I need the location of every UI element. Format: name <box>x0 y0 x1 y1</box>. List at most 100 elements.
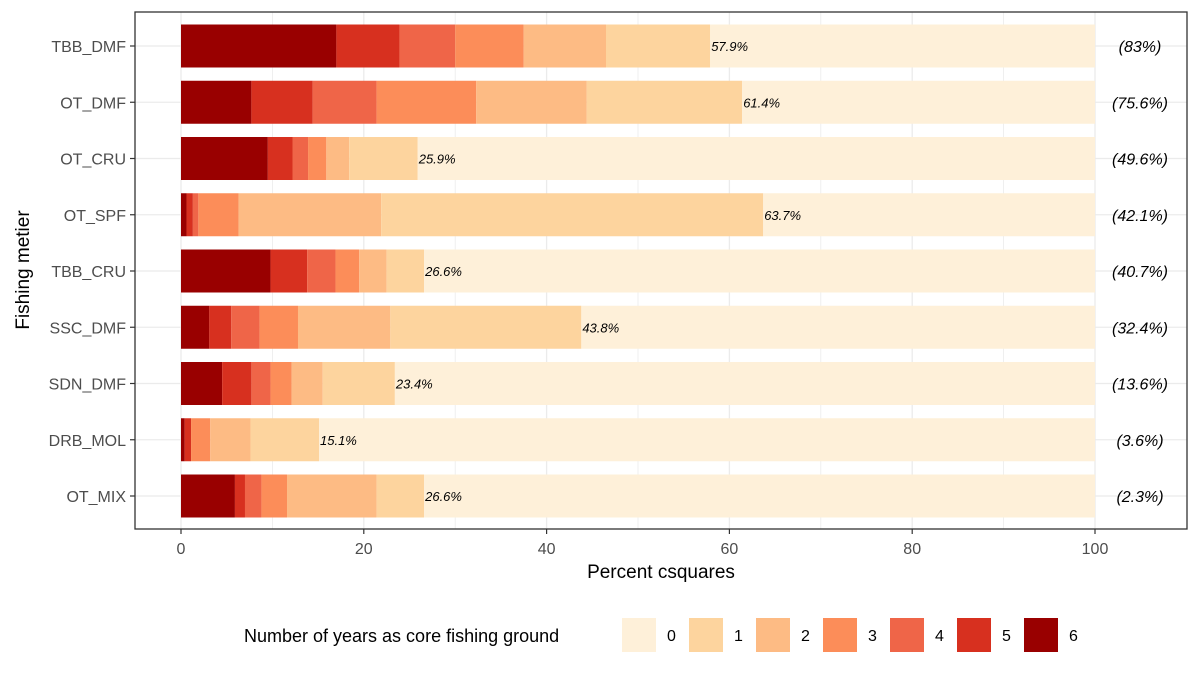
bar-segment-OT_CRU-4 <box>292 137 309 180</box>
bar-segment-OT_SPF-1 <box>381 193 764 237</box>
bar-segment-TBB_CRU-4 <box>307 249 336 293</box>
bar-segment-OT_SPF-4 <box>192 193 199 237</box>
y-tick-label-DRB_MOL: DRB_MOL <box>49 433 126 450</box>
legend-label-5: 5 <box>1002 628 1011 645</box>
right-percent-label-OT_MIX: (2.3%) <box>1116 489 1163 506</box>
bar-segment-OT_CRU-3 <box>308 137 327 180</box>
bar-total-label-OT_MIX: 26.6% <box>424 489 462 504</box>
bar-segment-OT_SPF-3 <box>198 193 239 237</box>
right-percent-label-OT_CRU: (49.6%) <box>1112 152 1168 169</box>
bar-segment-OT_CRU-6 <box>181 137 268 180</box>
x-tick-label-80: 80 <box>903 541 921 558</box>
legend-key-6 <box>1024 618 1058 652</box>
bar-total-label-TBB_CRU: 26.6% <box>424 264 462 279</box>
x-tick-label-0: 0 <box>177 541 186 558</box>
bar-segment-TBB_CRU-2 <box>359 249 387 293</box>
bar-segment-OT_DMF-2 <box>476 80 587 124</box>
bar-segment-OT_SPF-2 <box>238 193 382 237</box>
bar-segment-DRB_MOL-6 <box>181 418 185 462</box>
bar-total-labels: 57.9% 61.4% 25.9% 63.7% 26.6% 43.8% 23.4% 15.1%… <box>320 39 801 504</box>
bar-segment-OT_SPF-6 <box>181 193 187 237</box>
right-percent-label-TBB_DMF: (83%) <box>1119 39 1162 56</box>
bar-total-label-OT_SPF: 63.7% <box>764 208 801 223</box>
bar-segment-DRB_MOL-0 <box>319 418 1095 462</box>
y-axis-title: Fishing metier <box>13 210 34 330</box>
bar-segment-TBB_DMF-1 <box>606 24 711 68</box>
legend-key-4 <box>890 618 924 652</box>
bar-segment-SDN_DMF-3 <box>270 362 292 405</box>
bar-segment-OT_MIX-3 <box>261 474 288 518</box>
bar-segment-TBB_CRU-1 <box>386 249 425 293</box>
bar-segment-SDN_DMF-2 <box>291 362 323 405</box>
legend-key-0 <box>622 618 656 652</box>
bar-segment-OT_DMF-0 <box>742 80 1095 124</box>
legend-key-5 <box>957 618 991 652</box>
right-percent-label-OT_DMF: (75.6%) <box>1112 95 1168 112</box>
bar-segment-TBB_DMF-6 <box>181 24 337 68</box>
bar-segment-TBB_DMF-2 <box>523 24 607 68</box>
bar-segment-OT_MIX-4 <box>244 474 262 518</box>
bar-segment-OT_CRU-5 <box>267 137 293 180</box>
x-tick-label-100: 100 <box>1082 541 1109 558</box>
legend-label-3: 3 <box>868 628 877 645</box>
bar-segment-TBB_DMF-5 <box>336 24 400 68</box>
y-tick-label-TBB_CRU: TBB_CRU <box>51 264 126 281</box>
right-percent-label-TBB_CRU: (40.7%) <box>1112 264 1168 281</box>
bar-segment-OT_MIX-5 <box>234 474 245 518</box>
bar-segment-TBB_CRU-5 <box>270 249 308 293</box>
legend-title: Number of years as core fishing ground <box>244 626 559 646</box>
bar-segment-TBB_DMF-0 <box>710 24 1095 68</box>
bar-segment-OT_DMF-1 <box>586 80 743 124</box>
bar-segment-SDN_DMF-6 <box>181 362 223 405</box>
bar-segment-OT_SPF-5 <box>186 193 193 237</box>
bar-segment-SDN_DMF-5 <box>222 362 252 405</box>
bar-total-label-OT_CRU: 25.9% <box>418 152 456 167</box>
x-axis-title: Percent csquares <box>587 562 735 583</box>
bars <box>181 24 1096 518</box>
bar-total-label-SSC_DMF: 43.8% <box>582 320 619 335</box>
right-percent-labels: (83%) (75.6%) (49.6%) (42.1%) (40.7%) (32.4%)… <box>1112 39 1168 506</box>
bar-segment-TBB_CRU-3 <box>335 249 360 293</box>
y-tick-label-OT_MIX: OT_MIX <box>66 489 126 506</box>
y-tick-label-SDN_DMF: SDN_DMF <box>49 377 127 394</box>
y-tick-label-OT_DMF: OT_DMF <box>60 95 126 112</box>
bar-segment-SSC_DMF-1 <box>390 305 582 349</box>
x-tick-label-60: 60 <box>721 541 739 558</box>
y-tick-label-OT_SPF: OT_SPF <box>64 208 126 225</box>
bar-segment-DRB_MOL-1 <box>250 418 320 462</box>
x-tick-label-40: 40 <box>538 541 556 558</box>
bar-segment-OT_MIX-2 <box>287 474 377 518</box>
bar-segment-TBB_CRU-0 <box>424 249 1095 293</box>
right-percent-label-SDN_DMF: (13.6%) <box>1112 377 1168 394</box>
right-percent-label-OT_SPF: (42.1%) <box>1112 208 1168 225</box>
legend-label-6: 6 <box>1069 628 1078 645</box>
bar-segment-SDN_DMF-1 <box>322 362 395 405</box>
y-tick-label-OT_CRU: OT_CRU <box>60 152 126 169</box>
y-axis: TBB_DMF OT_DMF OT_CRU OT_SPF TBB_CRU SSC_DMF S… <box>49 39 135 506</box>
legend-label-2: 2 <box>801 628 810 645</box>
bar-total-label-SDN_DMF: 23.4% <box>395 377 433 392</box>
bar-segment-SSC_DMF-2 <box>297 305 391 349</box>
right-percent-label-DRB_MOL: (3.6%) <box>1116 433 1163 450</box>
legend-label-0: 0 <box>667 628 676 645</box>
y-tick-label-TBB_DMF: TBB_DMF <box>51 39 126 56</box>
right-percent-label-SSC_DMF: (32.4%) <box>1112 320 1168 337</box>
legend-key-1 <box>689 618 723 652</box>
bar-segment-OT_MIX-6 <box>181 474 235 518</box>
bar-segment-OT_CRU-1 <box>349 137 418 180</box>
bar-segment-TBB_DMF-3 <box>455 24 524 68</box>
bar-segment-OT_DMF-4 <box>312 80 377 124</box>
bar-total-label-OT_DMF: 61.4% <box>743 95 780 110</box>
bar-segment-OT_CRU-2 <box>326 137 350 180</box>
legend-label-4: 4 <box>935 628 944 645</box>
bar-segment-SDN_DMF-0 <box>394 362 1096 405</box>
x-axis: 0 20 40 60 80 100 <box>177 529 1109 558</box>
bar-segment-SSC_DMF-6 <box>181 305 210 349</box>
bar-total-label-DRB_MOL: 15.1% <box>320 433 357 448</box>
bar-segment-SDN_DMF-4 <box>251 362 271 405</box>
bar-segment-OT_DMF-5 <box>251 80 313 124</box>
bar-segment-SSC_DMF-5 <box>209 305 232 349</box>
bar-segment-TBB_DMF-4 <box>399 24 456 68</box>
legend: Number of years as core fishing ground 0… <box>244 618 1078 652</box>
